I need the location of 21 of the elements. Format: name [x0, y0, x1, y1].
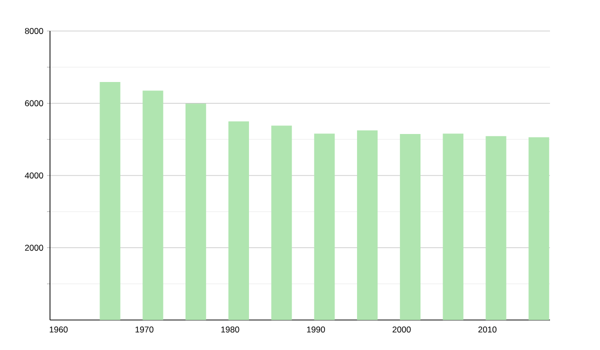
- bar: [357, 130, 378, 320]
- bar: [228, 121, 249, 320]
- x-tick-label: 2000: [392, 326, 411, 333]
- y-tick-label: 8000: [25, 28, 44, 34]
- y-tick-label: 2000: [25, 244, 44, 251]
- y-tick-label: 4000: [24, 172, 44, 178]
- bar: [400, 134, 421, 320]
- bar: [142, 90, 164, 320]
- x-tick-label: 1990: [307, 326, 325, 333]
- x-tick-label: 1980: [221, 326, 240, 333]
- bar: [100, 82, 120, 320]
- x-tick-label: 2010: [478, 326, 496, 333]
- y-tick-label: 6000: [25, 100, 44, 106]
- bar: [186, 104, 206, 320]
- bar: [442, 134, 464, 320]
- x-tick-label: 1960: [50, 326, 68, 333]
- bar: [314, 134, 335, 320]
- bar: [486, 136, 506, 320]
- x-tick-label: 1970: [136, 326, 154, 333]
- bar: [271, 126, 292, 320]
- bar: [528, 137, 550, 320]
